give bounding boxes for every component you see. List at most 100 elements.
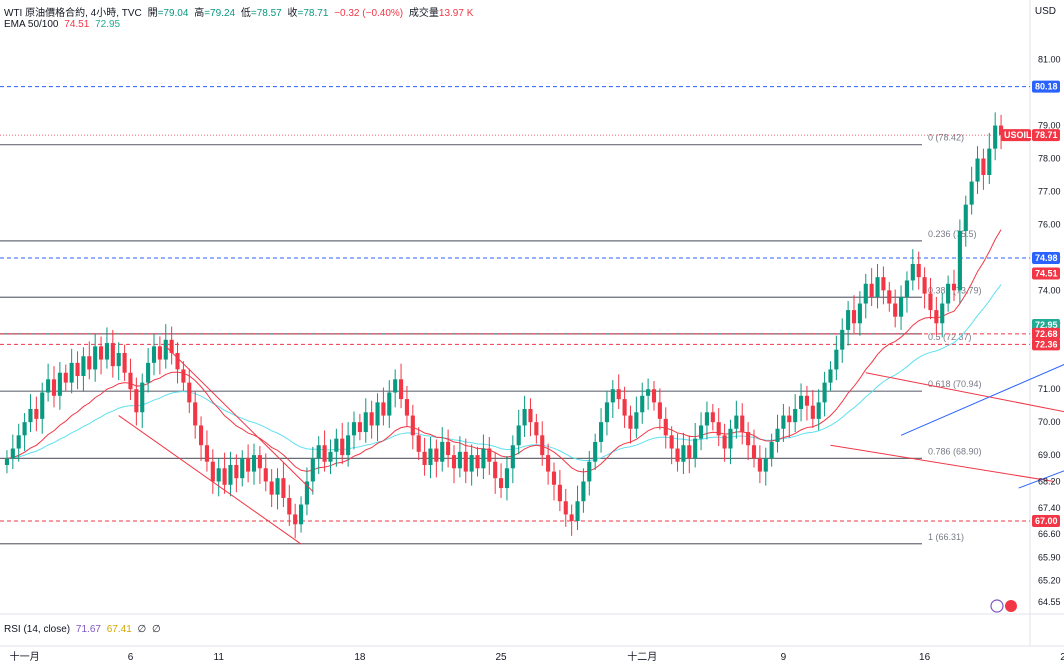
x-tick-label: 十二月 [627, 650, 657, 663]
candle-body [781, 415, 786, 429]
candle-body [234, 465, 239, 479]
candle-body [481, 448, 486, 469]
candle-body [557, 484, 562, 502]
candle-body [299, 504, 304, 525]
candle-body [93, 346, 98, 370]
y-tick-label: 68.20 [1038, 476, 1061, 486]
x-tick-label: 25 [495, 652, 507, 663]
candle-body [787, 415, 792, 423]
candle-body [346, 435, 351, 456]
ema100-value: 72.95 [95, 19, 121, 30]
ema50-line [6, 229, 1002, 473]
candle-body [899, 296, 904, 317]
candle-body [463, 451, 468, 472]
ema50-value: 74.51 [64, 19, 90, 30]
candle-body [446, 441, 451, 456]
candle-body [357, 422, 362, 433]
currency-label[interactable]: USD [1034, 6, 1056, 17]
candle-body [269, 481, 274, 495]
candle-body [128, 372, 133, 390]
y-tick-label: 69.00 [1038, 450, 1061, 460]
candle-body [422, 451, 427, 465]
candle-body [757, 458, 762, 472]
price-tag-bg [1032, 327, 1060, 340]
candle-body [257, 455, 262, 469]
candle-body [504, 468, 509, 489]
candle-body [22, 422, 27, 436]
y-tick-label: 67.40 [1038, 503, 1061, 513]
blue-channel-upper [900, 364, 1064, 436]
rsi-legend[interactable]: RSI (14, close) 71.67 67.41 ∅ ∅ [4, 624, 164, 635]
candle-body [193, 402, 198, 426]
candle-body [975, 158, 980, 182]
candle-body [293, 514, 298, 525]
price-tag-label: 72.68 [1035, 329, 1058, 339]
candle-body [769, 441, 774, 459]
ema-label: EMA 50/100 [4, 19, 59, 30]
price-tag-label: 67.00 [1035, 516, 1058, 526]
x-tick-label: 18 [354, 652, 366, 663]
candle-body [599, 422, 604, 442]
candle-body [593, 441, 598, 462]
candle-body [4, 458, 9, 465]
candle-body [451, 455, 457, 469]
candle-body [404, 399, 409, 416]
candle-body [57, 372, 62, 396]
fib-level-label: 0.236 (75.5) [928, 229, 977, 239]
candle-body [828, 369, 833, 383]
candle-body [999, 125, 1004, 136]
y-tick-label: 65.20 [1038, 575, 1061, 585]
candle-body [199, 425, 204, 446]
candle-body [104, 343, 109, 360]
candle-body [28, 408, 33, 423]
y-tick-label: 65.90 [1038, 552, 1061, 562]
candle-body [940, 303, 945, 324]
y-tick-label: 70.00 [1038, 417, 1061, 427]
candle-body [946, 283, 951, 304]
candle-body [110, 343, 115, 367]
candle-body [669, 435, 674, 449]
open-label: 開 [147, 8, 158, 19]
ema-legend[interactable]: EMA 50/100 74.51 72.95 [4, 19, 123, 30]
candle-body [810, 405, 815, 419]
candle-body [469, 455, 474, 472]
candle-body [816, 402, 821, 419]
candle-body [434, 448, 439, 462]
candle-body [151, 346, 157, 363]
rsi-label: RSI (14, close) [4, 624, 71, 635]
chart-header-ohlc: WTI 原油價格合約, 4小時, TVC 開=79.04 高=79.24 低=7… [4, 4, 476, 19]
x-tick-label: 23 [1060, 652, 1064, 663]
price-tag-label: 74.98 [1035, 253, 1058, 263]
candle-body [51, 379, 57, 396]
candle-body [928, 293, 933, 311]
candle-body [587, 461, 592, 482]
candle-body [904, 280, 909, 297]
candle-body [246, 458, 251, 472]
candle-body [328, 451, 333, 462]
candle-body [340, 438, 345, 456]
rsi-empty-1: ∅ [137, 624, 147, 635]
close-label: 收 [287, 8, 298, 19]
candle-body [875, 277, 880, 297]
x-tick-label: 11 [214, 652, 225, 663]
candle-body [546, 455, 551, 472]
candle-body [175, 352, 180, 370]
candle-body [746, 432, 751, 446]
candle-body [881, 277, 886, 291]
candle-body [46, 379, 51, 393]
candle-body [528, 408, 533, 423]
rsi-value: 71.67 [75, 624, 101, 635]
candle-body [10, 448, 15, 459]
candle-body [99, 346, 104, 360]
x-tick-label: 6 [128, 652, 134, 663]
candle-body [822, 382, 827, 403]
y-tick-label: 74.00 [1038, 285, 1061, 295]
candle-body [922, 277, 927, 294]
low-value: =78.57 [250, 8, 282, 19]
candle-body [728, 428, 733, 449]
candle-body [569, 514, 574, 522]
candle-body [251, 455, 257, 472]
red-channel-lower [118, 415, 302, 545]
candle-body [840, 329, 845, 350]
